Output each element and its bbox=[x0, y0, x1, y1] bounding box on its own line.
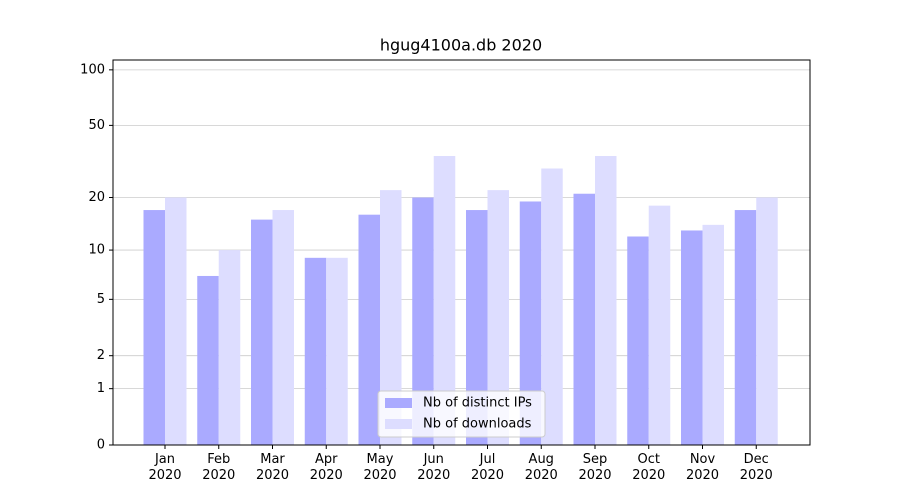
legend-box bbox=[377, 390, 546, 438]
bar bbox=[358, 214, 380, 445]
y-tick-label: 1 bbox=[97, 381, 105, 396]
bar bbox=[380, 190, 402, 445]
y-tick-label: 2 bbox=[97, 348, 105, 363]
legend-swatch bbox=[385, 419, 412, 429]
bar bbox=[466, 210, 488, 445]
bar bbox=[627, 236, 649, 445]
bar bbox=[756, 197, 778, 445]
bar bbox=[573, 193, 595, 445]
bar bbox=[197, 275, 219, 445]
bar bbox=[143, 210, 165, 445]
chart-title: hgug4100a.db 2020 bbox=[380, 36, 542, 55]
x-tick-label: Jun 2020 bbox=[417, 452, 451, 483]
y-tick-label: 10 bbox=[88, 243, 105, 258]
bar bbox=[681, 230, 703, 445]
x-tick-label: Nov 2020 bbox=[685, 452, 720, 483]
x-tick-label: Aug 2020 bbox=[524, 452, 558, 483]
bar bbox=[251, 219, 273, 445]
bar bbox=[648, 205, 671, 445]
x-tick-label: Feb 2020 bbox=[202, 452, 236, 483]
x-tick-label: Jul 2020 bbox=[470, 452, 505, 483]
bar bbox=[541, 168, 563, 445]
bar bbox=[165, 197, 187, 445]
x-tick-label: Sep 2020 bbox=[578, 452, 612, 483]
y-tick-label: 50 bbox=[88, 118, 105, 133]
y-tick-label: 100 bbox=[80, 62, 105, 77]
plot-frame bbox=[112, 59, 811, 446]
bar bbox=[326, 257, 348, 445]
x-tick-label: Mar 2020 bbox=[255, 452, 290, 483]
y-tick-label: 20 bbox=[88, 190, 105, 205]
x-tick-label: May 2020 bbox=[363, 452, 397, 483]
x-tick-label: Apr 2020 bbox=[309, 452, 343, 483]
bar bbox=[487, 190, 509, 445]
bar bbox=[218, 250, 241, 445]
bar bbox=[304, 257, 327, 445]
legend: Nb of distinct IPs Nb of downloads bbox=[377, 390, 546, 438]
x-tick-label: Dec 2020 bbox=[739, 452, 773, 483]
bar bbox=[519, 201, 542, 445]
y-tick-label: 5 bbox=[97, 292, 105, 307]
bar bbox=[412, 197, 434, 445]
legend-label: Nb of distinct IPs bbox=[423, 396, 532, 411]
bar bbox=[702, 224, 724, 445]
bar bbox=[734, 210, 757, 445]
bar bbox=[595, 155, 617, 446]
bar bbox=[433, 155, 456, 446]
x-tick-label: Oct 2020 bbox=[632, 452, 666, 483]
legend-label: Nb of downloads bbox=[423, 417, 532, 432]
x-tick-label: Jan 2020 bbox=[148, 452, 182, 483]
legend-swatch bbox=[385, 398, 412, 408]
y-tick-label: 0 bbox=[97, 438, 105, 453]
bar bbox=[272, 210, 294, 445]
